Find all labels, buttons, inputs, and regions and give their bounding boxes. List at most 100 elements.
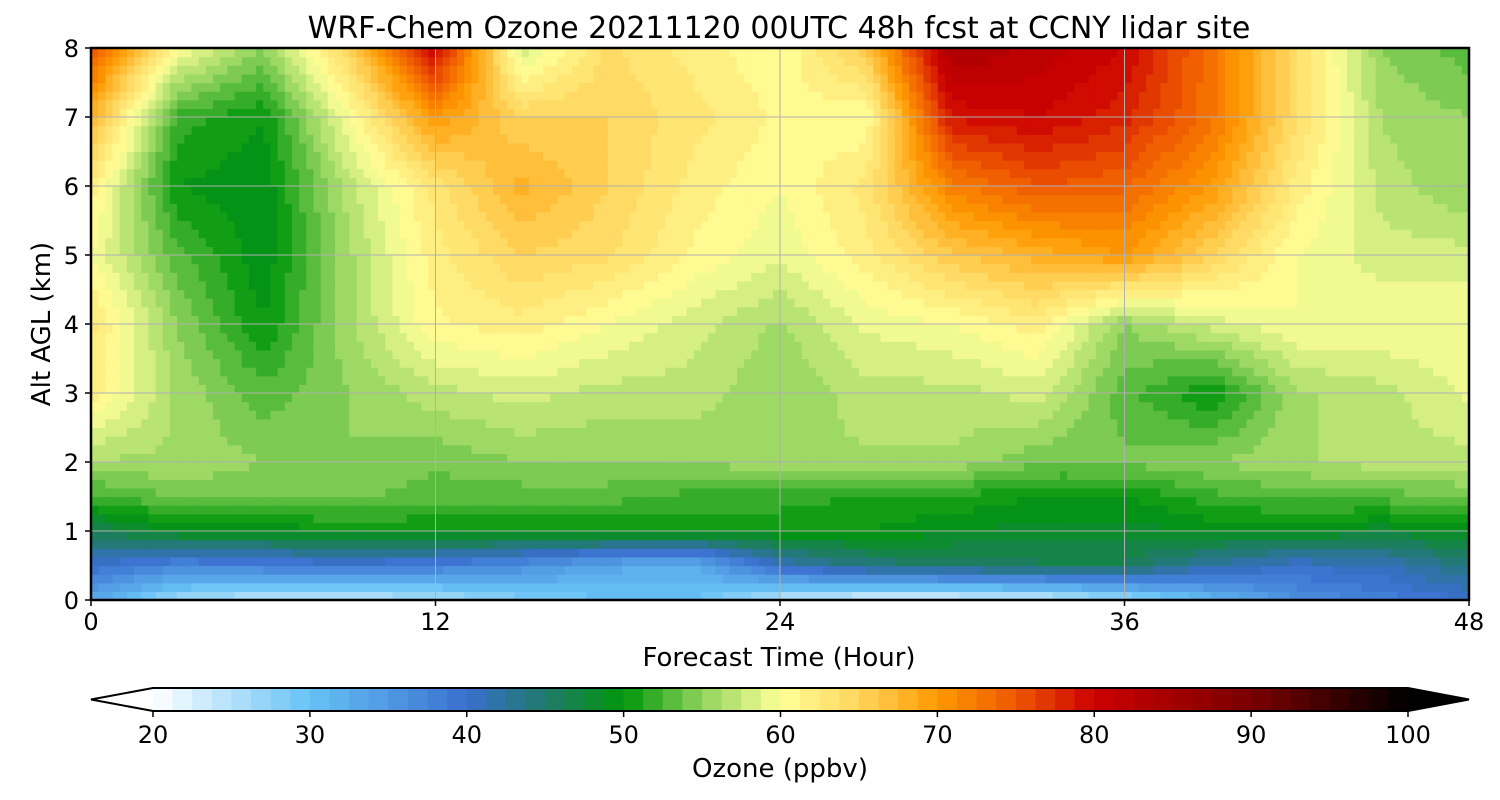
field-cell	[722, 418, 731, 429]
field-cell	[1160, 582, 1169, 592]
field-cell	[492, 375, 501, 385]
field-cell	[679, 513, 688, 523]
field-cell	[134, 470, 142, 480]
field-cell	[959, 470, 968, 480]
field-cell	[241, 436, 250, 446]
field-cell	[205, 393, 214, 403]
field-cell	[169, 531, 178, 541]
field-cell	[342, 487, 350, 498]
field-cell	[945, 531, 953, 541]
field-cell	[851, 565, 860, 575]
field-cell	[1289, 462, 1298, 472]
field-cell	[1382, 470, 1391, 480]
field-cell	[1024, 539, 1032, 549]
field-cell	[665, 470, 673, 480]
field-cell	[880, 522, 889, 532]
field-cell	[679, 487, 688, 498]
field-cell	[657, 470, 666, 480]
field-cell	[657, 548, 666, 558]
field-cell	[1433, 393, 1441, 403]
field-cell	[693, 436, 702, 446]
field-cell	[1375, 574, 1384, 584]
field-cell	[457, 531, 465, 541]
field-cell	[370, 548, 379, 558]
field-cell	[636, 531, 645, 541]
field-cell	[837, 427, 846, 437]
field-cell	[1081, 556, 1090, 567]
field-cell	[1382, 531, 1391, 541]
field-cell	[392, 401, 401, 411]
field-cell	[916, 591, 925, 600]
field-cell	[1181, 522, 1190, 532]
field-cell	[213, 531, 221, 541]
field-cell	[1411, 487, 1420, 498]
field-cell	[492, 582, 501, 592]
field-cell	[191, 531, 200, 541]
field-cell	[1325, 487, 1334, 498]
field-cell	[220, 539, 228, 549]
field-cell	[586, 496, 594, 506]
field-cell	[1081, 548, 1090, 558]
field-cell	[952, 531, 961, 541]
field-cell	[1339, 453, 1348, 463]
field-cell	[1210, 453, 1219, 463]
field-cell	[213, 384, 221, 394]
field-cell	[306, 479, 315, 489]
field-cell	[1318, 384, 1327, 394]
field-cell	[457, 574, 465, 584]
field-cell	[428, 522, 437, 532]
field-cell	[213, 505, 221, 515]
field-cell	[1332, 436, 1341, 446]
field-cell	[744, 375, 752, 385]
field-cell	[1217, 548, 1226, 558]
field-cell	[686, 522, 695, 532]
field-cell	[837, 410, 846, 420]
field-cell	[959, 453, 968, 463]
field-cell	[1454, 565, 1463, 575]
field-cell	[198, 591, 207, 600]
field-cell	[858, 574, 867, 584]
field-cell	[808, 591, 817, 600]
field-cell	[1397, 393, 1406, 403]
field-cell	[1361, 582, 1370, 592]
field-cell	[356, 479, 365, 489]
field-cell	[614, 453, 623, 463]
field-cell	[858, 487, 867, 498]
field-cell	[1354, 539, 1362, 549]
field-cell	[248, 462, 257, 472]
field-cell	[837, 556, 846, 567]
field-cell	[557, 479, 566, 489]
field-cell	[428, 444, 437, 454]
field-cell	[1411, 531, 1420, 541]
field-cell	[478, 574, 487, 584]
field-cell	[557, 384, 566, 394]
field-cell	[1447, 522, 1456, 532]
field-cell	[277, 513, 286, 523]
field-cell	[191, 505, 200, 515]
field-cell	[148, 582, 157, 592]
field-cell	[1246, 496, 1255, 506]
field-cell	[593, 462, 602, 472]
field-cell	[916, 522, 925, 532]
field-cell	[823, 418, 831, 429]
field-cell	[1411, 375, 1420, 385]
field-cell	[1253, 487, 1262, 498]
field-cell	[220, 591, 228, 600]
field-cell	[521, 531, 530, 541]
field-cell	[916, 462, 925, 472]
field-cell	[823, 470, 831, 480]
field-cell	[241, 462, 250, 472]
field-cell	[1224, 548, 1233, 558]
field-cell	[1117, 548, 1126, 558]
field-cell	[973, 470, 982, 480]
field-cell	[1059, 505, 1068, 515]
field-cell	[1067, 574, 1075, 584]
field-cell	[607, 470, 616, 480]
field-cell	[428, 375, 437, 385]
field-cell	[126, 470, 135, 480]
field-cell	[220, 418, 228, 429]
field-cell	[1102, 496, 1111, 506]
field-cell	[1246, 436, 1255, 446]
field-cell	[607, 410, 616, 420]
field-cell	[665, 436, 673, 446]
